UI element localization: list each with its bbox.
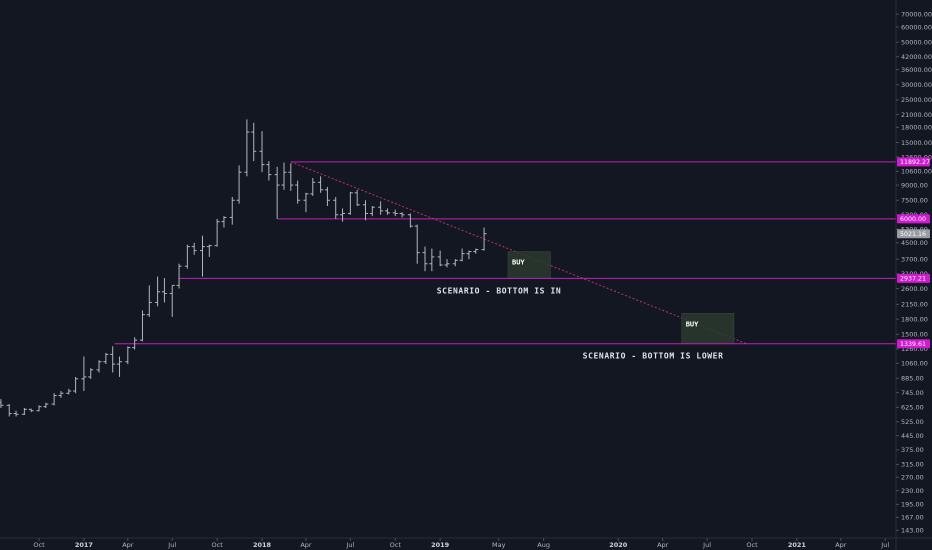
y-tick-label: 167.00 xyxy=(901,514,924,522)
x-tick-label: Apr xyxy=(835,541,847,549)
scenario-annotation: SCENARIO - BOTTOM IS IN xyxy=(437,286,562,295)
level-price-badge-text: 6000.00 xyxy=(900,216,926,223)
x-tick-label: 2017 xyxy=(75,541,93,549)
x-tick-label: Apr xyxy=(122,541,134,549)
level-price-badge xyxy=(897,214,930,224)
y-tick-label: 10600.00 xyxy=(901,168,932,176)
x-tick-label: Jul xyxy=(167,541,176,549)
y-tick-label: 30000.00 xyxy=(901,81,932,89)
y-tick-label: 230.00 xyxy=(901,487,924,495)
scenario-annotation: SCENARIO - BOTTOM IS LOWER xyxy=(583,351,724,360)
buy-zone[interactable] xyxy=(681,313,735,345)
buy-zone-label: BUY xyxy=(686,320,699,328)
x-tick-label: Oct xyxy=(390,541,402,549)
y-tick-label: 21000.00 xyxy=(901,111,932,119)
y-tick-label: 195.00 xyxy=(901,501,924,509)
y-tick-label: 1500.00 xyxy=(901,331,928,339)
y-tick-label: 15000.00 xyxy=(901,139,932,147)
y-tick-label: 3700.00 xyxy=(901,255,928,263)
current-price-badge xyxy=(897,229,930,239)
x-tick-label: Jul xyxy=(345,541,354,549)
y-tick-label: 143.00 xyxy=(901,527,924,535)
y-tick-label: 315.00 xyxy=(901,461,924,469)
x-tick-label: 2020 xyxy=(609,541,628,549)
y-tick-label: 4500.00 xyxy=(901,239,928,247)
y-tick-label: 70000.00 xyxy=(901,10,932,18)
current-price-badge-text: 5021.16 xyxy=(900,231,926,238)
y-tick-label: 12600.00 xyxy=(901,153,932,161)
x-tick-label: May xyxy=(492,541,506,549)
x-tick-label: Oct xyxy=(746,541,758,549)
y-tick-label: 50000.00 xyxy=(901,38,932,46)
y-tick-label: 1800.00 xyxy=(901,315,928,323)
x-tick-label: Jul xyxy=(702,541,711,549)
level-price-badge-text: 2937.21 xyxy=(900,276,926,283)
y-tick-label: 2150.00 xyxy=(901,301,928,309)
x-tick-label: Oct xyxy=(33,541,45,549)
y-tick-label: 625.00 xyxy=(901,404,924,412)
x-tick-label: 2019 xyxy=(431,541,450,549)
y-tick-label: 885.00 xyxy=(901,375,924,383)
y-tick-label: 1260.00 xyxy=(901,345,928,353)
level-price-badge-text: 11892.27 xyxy=(900,159,930,166)
y-tick-label: 445.00 xyxy=(901,432,924,440)
y-tick-label: 375.00 xyxy=(901,446,924,454)
y-tick-label: 9000.00 xyxy=(901,181,928,189)
y-tick-label: 1060.00 xyxy=(901,360,928,368)
level-price-badge-text: 1339.61 xyxy=(900,341,926,348)
x-tick-label: 2018 xyxy=(253,541,272,549)
y-tick-label: 25000.00 xyxy=(901,96,932,104)
x-tick-label: Apr xyxy=(300,541,312,549)
buy-zone-label: BUY xyxy=(512,259,525,267)
y-tick-label: 2600.00 xyxy=(901,285,928,293)
y-tick-label: 525.00 xyxy=(901,418,924,426)
level-price-badge xyxy=(897,339,930,349)
y-tick-label: 745.00 xyxy=(901,389,924,397)
y-tick-label: 270.00 xyxy=(901,474,924,482)
y-tick-label: 18000.00 xyxy=(901,124,932,132)
x-tick-label: Oct xyxy=(212,541,224,549)
level-price-badge xyxy=(897,273,930,283)
y-tick-label: 60000.00 xyxy=(901,23,932,31)
y-tick-label: 7500.00 xyxy=(901,197,928,205)
x-tick-label: Jul xyxy=(880,541,889,549)
y-tick-label: 42000.00 xyxy=(901,53,932,61)
level-price-badge xyxy=(897,157,930,167)
x-tick-label: Aug xyxy=(537,541,550,549)
y-tick-label: 36000.00 xyxy=(901,66,932,74)
x-tick-label: Apr xyxy=(657,541,669,549)
x-tick-label: 2021 xyxy=(788,541,807,549)
